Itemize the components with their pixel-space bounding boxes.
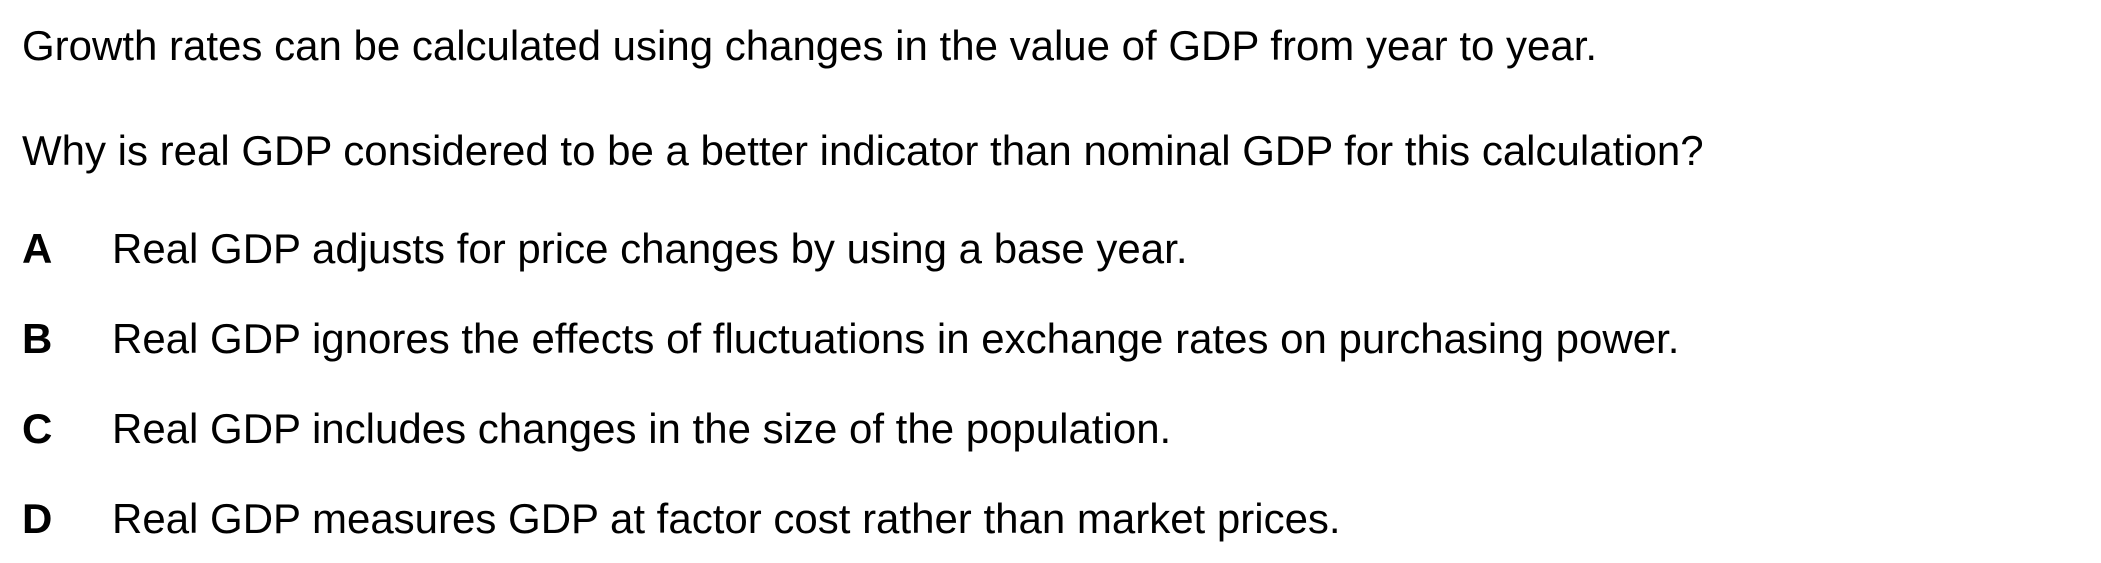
question-prompt: Why is real GDP considered to be a bette… bbox=[22, 127, 1704, 174]
option-letter: B bbox=[22, 315, 53, 362]
option-text: Real GDP adjusts for price changes by us… bbox=[112, 225, 1188, 272]
option-letter: A bbox=[22, 225, 53, 272]
option-text: Real GDP ignores the effects of fluctuat… bbox=[112, 315, 1680, 362]
option-letter: C bbox=[22, 405, 53, 452]
option-text: Real GDP includes changes in the size of… bbox=[112, 405, 1172, 452]
option-text: Real GDP measures GDP at factor cost rat… bbox=[112, 495, 1341, 542]
question-stem: Growth rates can be calculated using cha… bbox=[22, 22, 1598, 69]
option-letter: D bbox=[22, 495, 53, 542]
